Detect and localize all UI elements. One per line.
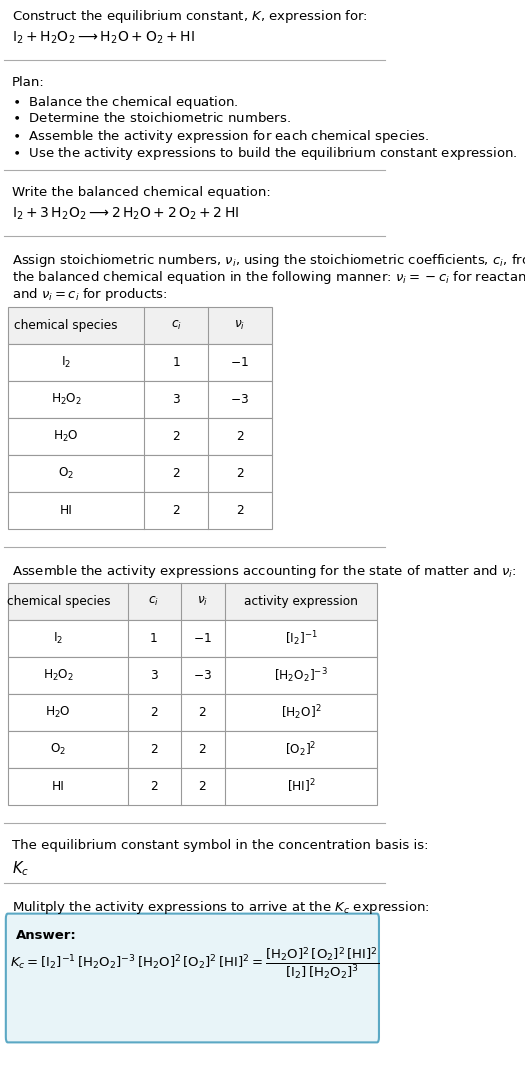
- Text: 2: 2: [236, 467, 244, 480]
- Text: 1: 1: [172, 356, 180, 369]
- Text: 2: 2: [172, 504, 180, 516]
- Text: Plan:: Plan:: [12, 76, 45, 89]
- Bar: [8, 307, 272, 344]
- Bar: [8, 583, 377, 620]
- Text: 2: 2: [236, 430, 244, 443]
- Text: chemical species: chemical species: [6, 595, 110, 608]
- Text: $-3$: $-3$: [193, 669, 212, 682]
- Bar: [8, 492, 272, 529]
- Bar: [8, 694, 377, 731]
- Text: 2: 2: [150, 780, 158, 793]
- Text: activity expression: activity expression: [244, 595, 358, 608]
- Text: HI: HI: [60, 504, 72, 516]
- Text: $\mathrm{H_2O}$: $\mathrm{H_2O}$: [53, 429, 79, 444]
- Bar: [8, 768, 377, 805]
- Text: $-1$: $-1$: [193, 632, 212, 645]
- Text: and $\nu_i = c_i$ for products:: and $\nu_i = c_i$ for products:: [12, 286, 167, 303]
- Text: the balanced chemical equation in the following manner: $\nu_i = -c_i$ for react: the balanced chemical equation in the fo…: [12, 269, 525, 286]
- Text: 2: 2: [150, 744, 158, 756]
- Text: $\bullet$  Assemble the activity expression for each chemical species.: $\bullet$ Assemble the activity expressi…: [12, 128, 428, 145]
- Text: $\mathrm{I_2}$: $\mathrm{I_2}$: [53, 631, 64, 646]
- Text: $[\mathrm{O_2}]^{2}$: $[\mathrm{O_2}]^{2}$: [286, 740, 317, 759]
- Text: 2: 2: [198, 744, 206, 756]
- Text: Assemble the activity expressions accounting for the state of matter and $\nu_i$: Assemble the activity expressions accoun…: [12, 563, 517, 580]
- Bar: [8, 731, 377, 768]
- Text: Assign stoichiometric numbers, $\nu_i$, using the stoichiometric coefficients, $: Assign stoichiometric numbers, $\nu_i$, …: [12, 252, 525, 269]
- Text: The equilibrium constant symbol in the concentration basis is:: The equilibrium constant symbol in the c…: [12, 839, 428, 852]
- Bar: [8, 455, 272, 492]
- Text: 2: 2: [172, 467, 180, 480]
- Text: $K_c$: $K_c$: [12, 859, 29, 878]
- Text: $\mathrm{I_2 + 3\,H_2O_2 \longrightarrow 2\,H_2O + 2\,O_2 + 2\,HI}$: $\mathrm{I_2 + 3\,H_2O_2 \longrightarrow…: [12, 206, 239, 223]
- Text: $[\mathrm{I_2}]^{-1}$: $[\mathrm{I_2}]^{-1}$: [285, 629, 318, 648]
- Text: $[\mathrm{H_2O}]^{2}$: $[\mathrm{H_2O}]^{2}$: [281, 703, 321, 722]
- Text: $\mathrm{I_2 + H_2O_2 \longrightarrow H_2O + O_2 + HI}$: $\mathrm{I_2 + H_2O_2 \longrightarrow H_…: [12, 30, 194, 46]
- Bar: [8, 417, 272, 455]
- Text: 2: 2: [198, 706, 206, 719]
- Text: $\mathrm{H_2O}$: $\mathrm{H_2O}$: [46, 705, 71, 720]
- Text: $\bullet$  Use the activity expressions to build the equilibrium constant expres: $\bullet$ Use the activity expressions t…: [12, 145, 517, 162]
- Text: $c_i$: $c_i$: [171, 318, 182, 332]
- FancyBboxPatch shape: [6, 914, 379, 1043]
- Text: 1: 1: [150, 632, 158, 645]
- Text: $\mathrm{O_2}$: $\mathrm{O_2}$: [58, 466, 74, 481]
- Text: Write the balanced chemical equation:: Write the balanced chemical equation:: [12, 186, 270, 199]
- Text: 2: 2: [150, 706, 158, 719]
- Text: $\nu_i$: $\nu_i$: [234, 318, 245, 332]
- Text: $\bullet$  Determine the stoichiometric numbers.: $\bullet$ Determine the stoichiometric n…: [12, 111, 290, 125]
- Text: Answer:: Answer:: [16, 929, 76, 942]
- Text: Mulitply the activity expressions to arrive at the $K_c$ expression:: Mulitply the activity expressions to arr…: [12, 900, 429, 916]
- Text: $\nu_i$: $\nu_i$: [196, 595, 208, 608]
- Text: 2: 2: [172, 430, 180, 443]
- Bar: [8, 344, 272, 381]
- Text: 3: 3: [150, 669, 158, 682]
- Text: 2: 2: [198, 780, 206, 793]
- Bar: [8, 657, 377, 694]
- Text: chemical species: chemical species: [14, 318, 118, 332]
- Text: $\mathrm{I_2}$: $\mathrm{I_2}$: [61, 355, 71, 370]
- Bar: [8, 381, 272, 417]
- Text: $[\mathrm{HI}]^{2}$: $[\mathrm{HI}]^{2}$: [287, 778, 316, 795]
- Text: $[\mathrm{H_2O_2}]^{-3}$: $[\mathrm{H_2O_2}]^{-3}$: [275, 666, 328, 684]
- Text: $\bullet$  Balance the chemical equation.: $\bullet$ Balance the chemical equation.: [12, 94, 238, 111]
- Text: $c_i$: $c_i$: [148, 595, 159, 608]
- Text: $\mathrm{H_2O_2}$: $\mathrm{H_2O_2}$: [43, 668, 74, 683]
- Text: 2: 2: [236, 504, 244, 516]
- Text: $\mathrm{H_2O_2}$: $\mathrm{H_2O_2}$: [50, 392, 82, 407]
- Text: Construct the equilibrium constant, $K$, expression for:: Construct the equilibrium constant, $K$,…: [12, 8, 368, 25]
- Text: $-3$: $-3$: [230, 393, 249, 406]
- Text: $-1$: $-1$: [230, 356, 249, 369]
- Text: $\mathrm{O_2}$: $\mathrm{O_2}$: [50, 742, 66, 758]
- Text: $K_c = [\mathrm{I_2}]^{-1}\,[\mathrm{H_2O_2}]^{-3}\,[\mathrm{H_2O}]^{2}\,[\mathr: $K_c = [\mathrm{I_2}]^{-1}\,[\mathrm{H_2…: [10, 946, 379, 982]
- Text: 3: 3: [172, 393, 180, 406]
- Text: HI: HI: [52, 780, 65, 793]
- Bar: [8, 620, 377, 657]
